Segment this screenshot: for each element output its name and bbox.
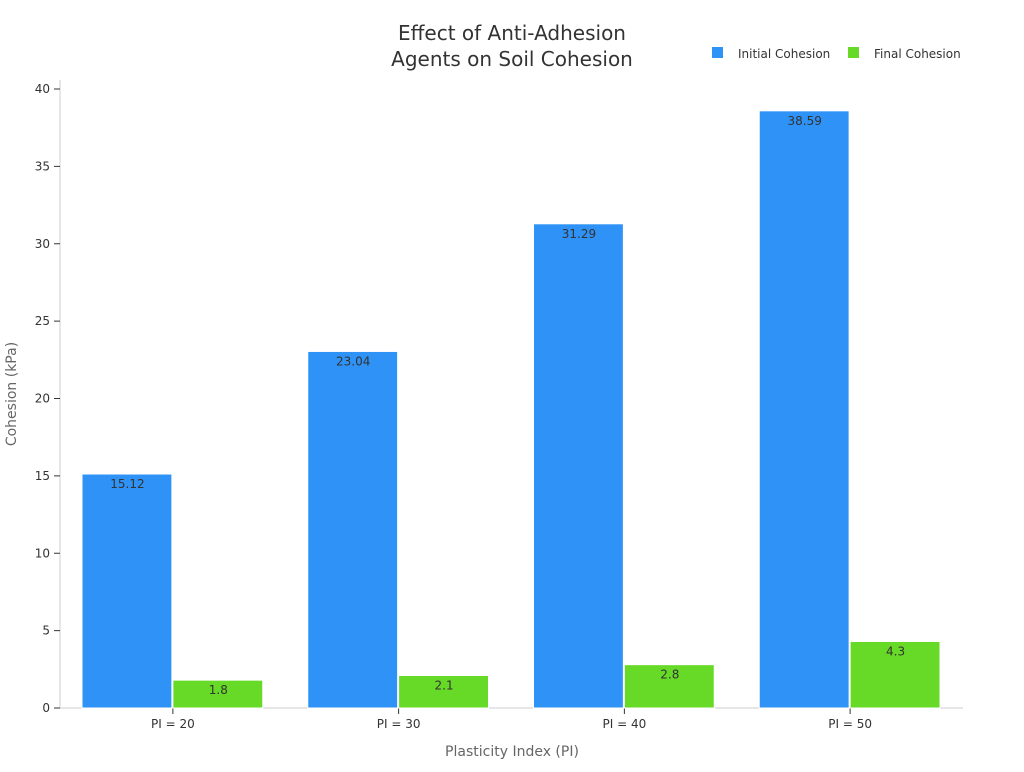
y-tick-label: 0 <box>42 701 50 715</box>
axes: 0 5 10 15 20 25 30 35 40 Cohesion (kPa) Plasticity… <box>4 80 963 760</box>
data-label: 38.59 <box>788 114 822 128</box>
chart-title-line-1: Effect of Anti-Adhesion <box>398 21 626 45</box>
legend: Initial Cohesion Final Cohesion <box>712 47 961 61</box>
y-axis-label: Cohesion (kPa) <box>4 342 20 446</box>
x-tick-label: PI = 40 <box>603 717 647 731</box>
y-tick-label: 10 <box>35 546 50 560</box>
x-axis-label: Plasticity Index (PI) <box>445 744 579 760</box>
y-tick-label: 35 <box>35 159 50 173</box>
y-tick-label: 5 <box>42 624 50 638</box>
bar-initial-4 <box>758 110 850 709</box>
bar-final-1 <box>172 679 264 709</box>
bars <box>81 110 941 709</box>
legend-swatch-1 <box>712 47 723 58</box>
bar-final-3 <box>623 664 715 709</box>
data-label: 2.1 <box>435 679 454 693</box>
x-tick-label: PI = 50 <box>828 717 872 731</box>
y-tick-label: 25 <box>35 314 50 328</box>
bar-initial-3 <box>533 223 624 709</box>
data-label: 23.04 <box>336 354 370 368</box>
bar-final-4 <box>849 640 941 709</box>
bar-initial-2 <box>307 350 399 709</box>
x-tick-label: PI = 30 <box>377 717 421 731</box>
bar-final-2 <box>398 675 489 709</box>
y-tick-label: 15 <box>35 469 50 483</box>
legend-label-2: Final Cohesion <box>874 47 961 61</box>
x-tick-label: PI = 20 <box>151 717 195 731</box>
y-tick-label: 20 <box>35 392 50 406</box>
y-tick-label: 40 <box>35 82 50 96</box>
data-label: 4.3 <box>886 644 905 658</box>
data-labels: 15.12 1.8 23.04 2.1 31.29 2.8 38.59 4.3 <box>110 114 905 697</box>
data-label: 1.8 <box>209 683 228 697</box>
y-tick-label: 30 <box>35 237 50 251</box>
bar-initial-1 <box>81 473 173 709</box>
legend-label-1: Initial Cohesion <box>738 47 830 61</box>
data-label: 2.8 <box>660 668 679 682</box>
legend-swatch-2 <box>848 47 859 58</box>
data-label: 15.12 <box>110 477 144 491</box>
chart-title-line-2: Agents on Soil Cohesion <box>391 47 633 71</box>
data-label: 31.29 <box>562 227 596 241</box>
